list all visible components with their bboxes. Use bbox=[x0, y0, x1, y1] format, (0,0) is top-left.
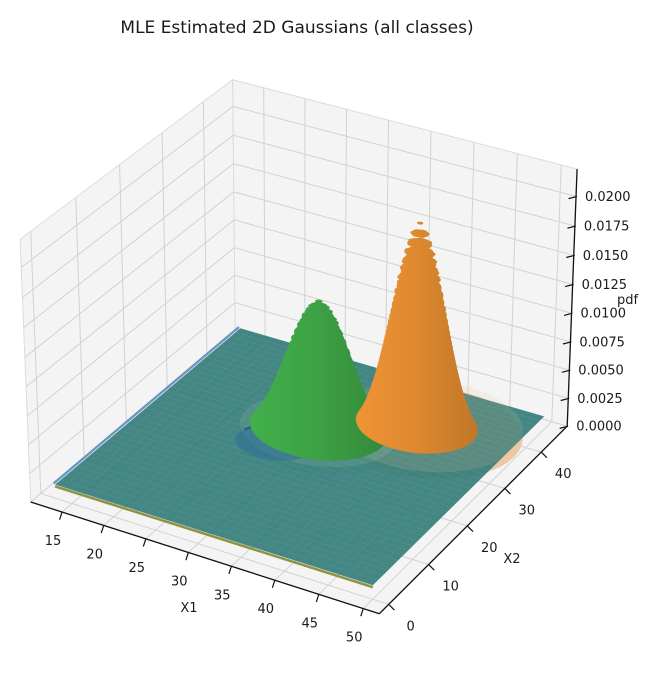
x2-axis-label: X2 bbox=[503, 552, 520, 567]
grid-line-pdf bbox=[232, 106, 577, 197]
x1-tick-mark bbox=[100, 525, 105, 534]
x2-tick-mark bbox=[428, 564, 435, 571]
surface-slice bbox=[407, 237, 433, 250]
pdf-tick-label: 0.0000 bbox=[576, 420, 622, 435]
grid-line-x2 bbox=[40, 493, 389, 605]
pdf-tick-mark bbox=[568, 195, 578, 200]
grid-line-x2 bbox=[75, 197, 85, 458]
grid-line-pdf bbox=[22, 134, 234, 298]
grid-line-pdf bbox=[26, 247, 235, 417]
pdf-axis-label: pdf bbox=[617, 293, 639, 308]
x1-tick-label: 50 bbox=[346, 631, 363, 646]
x1-tick-label: 15 bbox=[45, 534, 62, 549]
x1-tick-mark bbox=[315, 594, 320, 603]
x1-tick-mark bbox=[271, 580, 276, 589]
pdf-tick-label: 0.0100 bbox=[581, 307, 627, 322]
surface-slice bbox=[315, 299, 323, 304]
grid-line-pdf bbox=[23, 163, 234, 328]
pdf-tick-label: 0.0125 bbox=[582, 278, 628, 293]
chart-title: MLE Estimated 2D Gaussians (all classes) bbox=[120, 18, 473, 38]
grid-line-x1 bbox=[467, 142, 475, 398]
x1-tick-label: 20 bbox=[86, 547, 103, 562]
front-edge-strip bbox=[54, 485, 374, 589]
x1-axis-label: X1 bbox=[180, 601, 197, 616]
grid-line-x1 bbox=[263, 87, 266, 339]
grid-line-pdf bbox=[25, 219, 235, 388]
x1-tick-mark bbox=[59, 511, 63, 520]
x1-axis-spine bbox=[30, 501, 380, 615]
pdf-tick-mark bbox=[560, 397, 570, 402]
grid-line-x1 bbox=[551, 164, 562, 422]
x1-tick-mark bbox=[228, 566, 232, 575]
x1-tick-label: 35 bbox=[214, 588, 231, 603]
x2-tick-mark bbox=[466, 525, 474, 533]
x1-tick-label: 45 bbox=[302, 616, 319, 631]
grid-line-x1 bbox=[509, 153, 518, 410]
pdf-tick-mark bbox=[562, 341, 572, 345]
x2-tick-mark bbox=[504, 488, 511, 495]
pdf-tick-label: 0.0175 bbox=[584, 220, 630, 235]
x1-tick-mark bbox=[142, 538, 147, 547]
grid-line-x1 bbox=[344, 109, 347, 362]
pdf-axis-spine bbox=[566, 168, 578, 427]
pdf-tick-label: 0.0200 bbox=[585, 190, 631, 205]
x2-axis-spine bbox=[378, 425, 568, 615]
grid-line-pdf bbox=[20, 106, 234, 268]
x1-tick-label: 30 bbox=[171, 575, 188, 590]
pdf-tick-label: 0.0025 bbox=[577, 392, 623, 407]
x2-tick-mark bbox=[540, 451, 548, 459]
plot-labels: MLE Estimated 2D Gaussians (all classes)… bbox=[120, 18, 638, 616]
surface-slice bbox=[410, 229, 430, 238]
plot-axes: 15 20 25 30 35 40 45 50 0 10 20 30 40 0.0000 0.0025 0.0… bbox=[30, 168, 631, 646]
grid-line-x2 bbox=[119, 164, 127, 422]
pdf-tick-mark bbox=[561, 369, 571, 373]
grid-line-x2 bbox=[202, 101, 208, 354]
grid-line-pdf bbox=[29, 302, 236, 474]
grid-line-pdf bbox=[233, 191, 573, 285]
x2-tick-mark bbox=[388, 603, 395, 611]
pdf-tick-mark bbox=[563, 312, 573, 316]
grid-line-pdf bbox=[233, 134, 576, 227]
grid-line-x2 bbox=[161, 132, 168, 388]
x2-tick-label: 10 bbox=[442, 580, 459, 595]
grid-line-x2 bbox=[30, 231, 42, 494]
x1-tick-mark bbox=[360, 608, 364, 617]
x1-tick-label: 40 bbox=[258, 602, 275, 617]
class-2-surface bbox=[249, 299, 388, 461]
grid-line-x1 bbox=[362, 421, 553, 609]
class-1-surface bbox=[355, 221, 479, 454]
x2-tick-label: 30 bbox=[519, 503, 536, 518]
pdf-tick-mark bbox=[564, 283, 574, 288]
grid-line-pdf bbox=[233, 163, 574, 256]
plot-surfaces bbox=[52, 221, 545, 589]
surface-slice bbox=[307, 302, 330, 313]
pdf-tick-mark bbox=[566, 254, 575, 259]
x1-tick-mark bbox=[185, 552, 189, 561]
blue-edge-strip bbox=[52, 326, 240, 485]
surface-slice bbox=[404, 245, 436, 260]
surface-slice bbox=[417, 221, 424, 225]
x1-tick-label: 25 bbox=[129, 561, 146, 576]
grid-line-pdf bbox=[28, 274, 235, 446]
pdf-tick-label: 0.0150 bbox=[583, 249, 629, 264]
x2-tick-label: 0 bbox=[407, 619, 415, 634]
pdf-tick-label: 0.0075 bbox=[579, 335, 625, 350]
pdf-tick-mark bbox=[559, 425, 569, 429]
x2-tick-label: 20 bbox=[481, 541, 498, 556]
grid-line-pdf bbox=[24, 191, 235, 358]
pdf-tick-mark bbox=[567, 225, 577, 229]
pdf-tick-label: 0.0050 bbox=[578, 364, 624, 379]
x2-tick-label: 40 bbox=[555, 467, 572, 482]
